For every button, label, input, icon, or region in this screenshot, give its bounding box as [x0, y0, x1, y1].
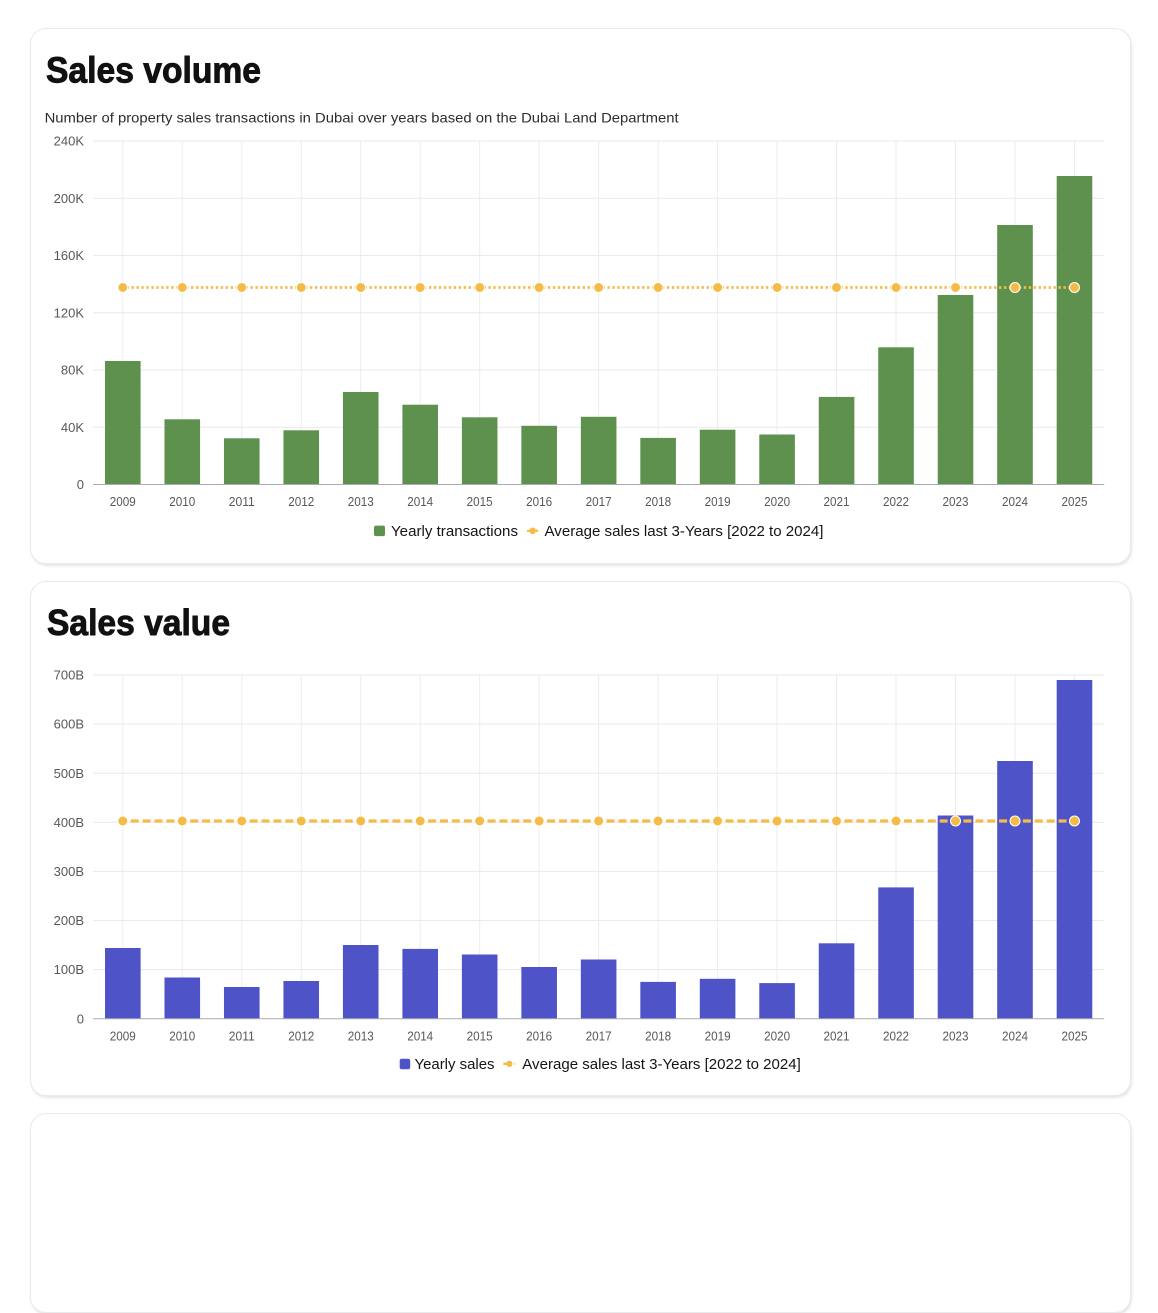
svg-text:0: 0: [77, 1011, 84, 1026]
svg-text:2022: 2022: [883, 1029, 909, 1044]
svg-text:0: 0: [77, 477, 84, 492]
svg-text:2018: 2018: [645, 1029, 671, 1044]
svg-text:2013: 2013: [348, 1029, 374, 1044]
svg-text:700B: 700B: [54, 668, 84, 683]
svg-text:2010: 2010: [169, 1029, 195, 1044]
svg-text:Number of property sales trans: Number of property sales transactions in…: [45, 109, 679, 125]
svg-text:2021: 2021: [824, 1029, 850, 1044]
svg-text:80K: 80K: [61, 363, 84, 378]
svg-text:2025: 2025: [1061, 494, 1087, 509]
svg-text:2023: 2023: [943, 1029, 969, 1044]
svg-text:2014: 2014: [407, 494, 433, 509]
svg-text:2021: 2021: [824, 494, 850, 509]
svg-text:40K: 40K: [61, 420, 84, 435]
svg-text:2013: 2013: [348, 494, 374, 509]
svg-text:600B: 600B: [54, 717, 84, 732]
svg-text:2012: 2012: [288, 1029, 314, 1044]
svg-text:Average sales last 3-Years [20: Average sales last 3-Years [2022 to 2024…: [522, 1056, 801, 1073]
svg-text:2022: 2022: [883, 494, 909, 509]
svg-text:100B: 100B: [54, 962, 84, 977]
svg-text:2020: 2020: [764, 1029, 790, 1044]
svg-text:160K: 160K: [54, 248, 85, 263]
svg-text:Yearly transactions: Yearly transactions: [391, 523, 518, 540]
svg-text:2016: 2016: [526, 1029, 552, 1044]
svg-text:2010: 2010: [169, 494, 195, 509]
svg-text:Average sales last 3-Years [20: Average sales last 3-Years [2022 to 2024…: [545, 523, 824, 540]
svg-text:2011: 2011: [229, 494, 255, 509]
svg-text:Sales value: Sales value: [47, 602, 230, 643]
svg-text:2020: 2020: [764, 494, 790, 509]
svg-text:2012: 2012: [288, 494, 314, 509]
svg-text:120K: 120K: [54, 305, 85, 320]
svg-text:2016: 2016: [526, 494, 552, 509]
svg-text:2023: 2023: [943, 494, 969, 509]
svg-text:Yearly sales: Yearly sales: [415, 1056, 495, 1073]
svg-text:500B: 500B: [54, 766, 84, 781]
svg-text:2019: 2019: [705, 1029, 731, 1044]
svg-text:2011: 2011: [229, 1029, 255, 1044]
svg-text:2017: 2017: [586, 494, 612, 509]
svg-text:2009: 2009: [110, 494, 136, 509]
svg-text:2015: 2015: [467, 1029, 493, 1044]
svg-text:300B: 300B: [54, 864, 84, 879]
svg-text:2009: 2009: [110, 1029, 136, 1044]
svg-text:2019: 2019: [705, 494, 731, 509]
svg-text:2018: 2018: [645, 494, 671, 509]
svg-text:400B: 400B: [54, 815, 84, 830]
svg-text:2015: 2015: [467, 494, 493, 509]
svg-text:2025: 2025: [1061, 1029, 1087, 1044]
svg-text:240K: 240K: [54, 134, 85, 149]
svg-text:Sales volume: Sales volume: [46, 50, 261, 91]
svg-text:2017: 2017: [586, 1029, 612, 1044]
svg-text:2014: 2014: [407, 1029, 433, 1044]
svg-text:200B: 200B: [54, 913, 84, 928]
svg-text:2024: 2024: [1002, 1029, 1028, 1044]
svg-text:2024: 2024: [1002, 494, 1028, 509]
svg-text:200K: 200K: [54, 191, 85, 206]
